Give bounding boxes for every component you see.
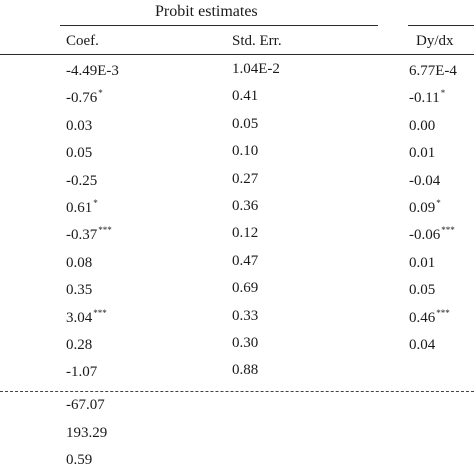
table-cell-std-err: 0.69 bbox=[232, 280, 259, 296]
table-cell-dydx: 0.04 bbox=[409, 337, 436, 353]
table-cell-std-err: 0.47 bbox=[232, 253, 259, 269]
table-cell-dydx: -0.04 bbox=[409, 173, 441, 189]
dydx-header-rule bbox=[408, 25, 474, 26]
table-cell-coef: 0.03 bbox=[66, 118, 93, 134]
table-cell-coef: -0.37*** bbox=[66, 225, 112, 243]
table-cell-coef: -0.25 bbox=[66, 173, 98, 189]
table-cell-dydx: 0.46*** bbox=[409, 308, 450, 326]
column-header-rule bbox=[0, 54, 474, 55]
table-cell-dydx bbox=[409, 363, 410, 380]
table-cell-dydx: 0.09* bbox=[409, 198, 441, 216]
table-cell-dydx: -0.11* bbox=[409, 88, 446, 106]
table-cell-coef: -0.76* bbox=[66, 88, 103, 106]
significance-marker: *** bbox=[436, 308, 450, 318]
table-cell-coef: 0.05 bbox=[66, 145, 93, 161]
column-header-coef: Coef. bbox=[66, 33, 99, 49]
table-cell-std-err: 0.10 bbox=[232, 143, 259, 159]
table-cell-dydx: 6.77E-4 bbox=[409, 63, 457, 79]
table-cell-std-err: 0.41 bbox=[232, 88, 259, 104]
table-cell-coef: -1.07 bbox=[66, 364, 98, 380]
section-separator bbox=[0, 391, 474, 392]
significance-marker: * bbox=[98, 88, 103, 98]
table-cell-coef: 0.08 bbox=[66, 255, 93, 271]
table-cell-std-err: 1.04E-2 bbox=[232, 61, 280, 77]
table-cell-std-err: 0.30 bbox=[232, 335, 259, 351]
table-cell-coef: 0.61* bbox=[66, 198, 98, 216]
footer-cell-coef: -67.07 bbox=[66, 397, 105, 413]
table-cell-dydx: 0.00 bbox=[409, 118, 436, 134]
table-cell-std-err: 0.05 bbox=[232, 116, 259, 132]
table-cell-coef: -4.49E-3 bbox=[66, 63, 119, 79]
table-cell-dydx: 0.05 bbox=[409, 282, 436, 298]
significance-marker: *** bbox=[93, 308, 107, 318]
significance-marker: *** bbox=[441, 225, 455, 235]
group-header-rule bbox=[60, 25, 378, 26]
significance-marker: * bbox=[93, 198, 98, 208]
column-header-std-err: Std. Err. bbox=[232, 33, 282, 49]
footer-cell-coef: 193.29 bbox=[66, 425, 108, 441]
table-cell-dydx: 0.01 bbox=[409, 255, 436, 271]
table-cell-std-err: 0.36 bbox=[232, 198, 259, 214]
significance-marker: * bbox=[440, 88, 446, 98]
table-cell-dydx: -0.06*** bbox=[409, 225, 455, 243]
column-header-dydx: Dy/dx bbox=[416, 33, 454, 49]
table-cell-coef: 0.28 bbox=[66, 337, 93, 353]
table-cell-std-err: 0.12 bbox=[232, 225, 259, 241]
table-cell-std-err: 0.27 bbox=[232, 171, 259, 187]
group-header: Probit estimates bbox=[155, 3, 258, 20]
table-cell-coef: 3.04*** bbox=[66, 308, 107, 326]
table-cell-dydx: 0.01 bbox=[409, 145, 436, 161]
table-cell-coef: 0.35 bbox=[66, 282, 93, 298]
table-cell-std-err: 0.33 bbox=[232, 308, 259, 324]
significance-marker: * bbox=[436, 198, 441, 208]
table-cell-std-err: 0.88 bbox=[232, 362, 259, 378]
significance-marker: *** bbox=[98, 225, 112, 235]
footer-cell-coef: 0.59 bbox=[66, 452, 93, 468]
